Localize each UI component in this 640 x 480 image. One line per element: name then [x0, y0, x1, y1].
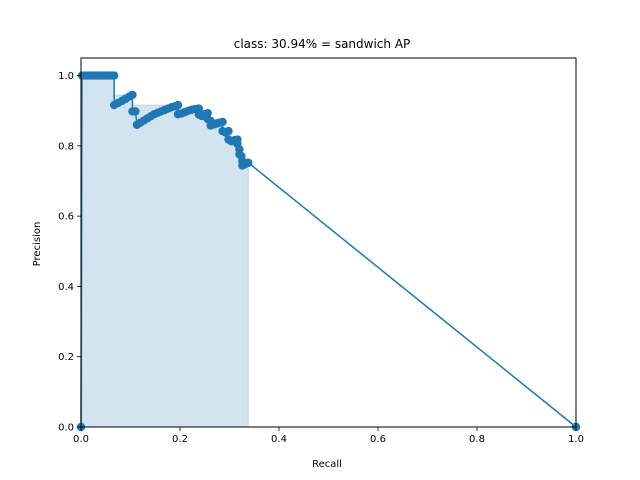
y-axis-label: Precision — [32, 222, 43, 267]
x-tick-label-0: 0.0 — [73, 434, 89, 445]
data-points-layer — [76, 71, 581, 432]
data-point-18 — [128, 90, 137, 100]
x-axis-label: Recall — [312, 459, 342, 470]
y-tick-label-5: 1.0 — [58, 71, 74, 82]
data-point-33 — [173, 100, 183, 110]
chart-title: class: 30.94% = sandwich AP — [234, 37, 411, 51]
y-tick-label-2: 0.4 — [58, 282, 74, 293]
x-tick-label-1: 0.2 — [172, 434, 188, 445]
data-point-54 — [224, 126, 233, 136]
data-point-44 — [203, 108, 212, 118]
data-point-40 — [194, 104, 204, 113]
data-point-20 — [131, 107, 140, 116]
x-tick-label-4: 0.8 — [469, 434, 485, 445]
x-tick-label-5: 1.0 — [568, 434, 584, 445]
y-tick-label-4: 0.8 — [58, 141, 74, 152]
data-point-12 — [109, 71, 119, 80]
y-tick-label-3: 0.6 — [58, 212, 74, 223]
data-point-66 — [244, 158, 253, 167]
y-tick-label-0: 0.0 — [58, 423, 74, 434]
x-tick-label-2: 0.4 — [271, 434, 287, 445]
y-tick-label-1: 0.2 — [58, 352, 74, 363]
plot-frame — [80, 57, 577, 428]
data-point-51 — [218, 117, 227, 127]
x-axis-ticks: 0.0 0.2 0.4 0.6 0.8 1.0 — [73, 427, 584, 445]
y-axis-ticks: 0.0 0.2 0.4 0.6 0.8 1.0 — [58, 71, 81, 434]
x-tick-label-3: 0.6 — [370, 434, 386, 445]
